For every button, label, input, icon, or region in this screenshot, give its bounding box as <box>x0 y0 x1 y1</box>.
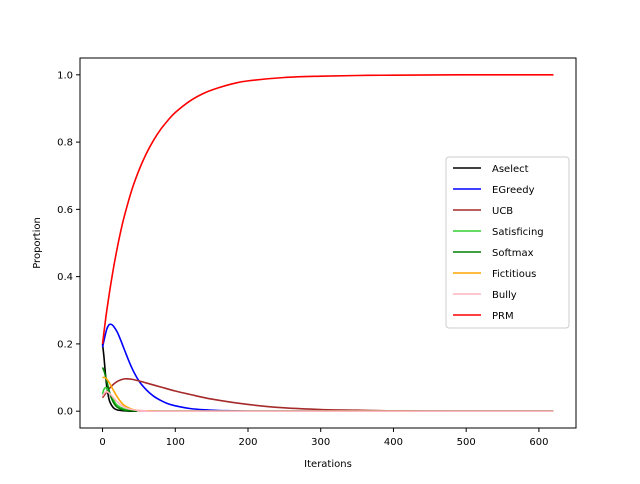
legend-label-softmax: Softmax <box>492 248 534 259</box>
x-tick-label: 600 <box>529 437 548 448</box>
legend-label-bully: Bully <box>492 290 517 301</box>
legend-label-prm: PRM <box>492 311 514 322</box>
series-line-bully <box>101 390 554 413</box>
y-tick-label: 0.6 <box>57 205 73 216</box>
x-axis-label: Iterations <box>304 459 352 470</box>
legend-box <box>445 156 570 329</box>
plot-frame <box>79 57 577 429</box>
y-axis: 0.0 0.2 0.4 0.6 0.8 1.0 <box>57 70 80 418</box>
legend-label-egreedy: EGreedy <box>492 185 535 196</box>
series-line-ucb <box>101 377 554 413</box>
legend-label-fictitious: Fictitious <box>492 269 536 280</box>
x-tick-label: 300 <box>311 437 330 448</box>
y-tick-label: 0.8 <box>57 138 73 149</box>
y-axis-label: Proportion <box>32 217 43 269</box>
y-tick-label: 0.2 <box>57 339 73 350</box>
legend-label-ucb: UCB <box>492 206 513 217</box>
x-tick-label: 100 <box>166 437 185 448</box>
x-tick-label: 200 <box>238 437 257 448</box>
x-tick-label: 500 <box>457 437 476 448</box>
y-tick-label: 1.0 <box>57 70 73 81</box>
x-tick-label: 400 <box>384 437 403 448</box>
series-line-prm <box>101 73 554 345</box>
legend: Aselect EGreedy UCB Satisficing Softmax Ficti… <box>445 156 570 329</box>
y-tick-label: 0.4 <box>57 272 73 283</box>
legend-label-aselect: Aselect <box>492 164 529 175</box>
y-tick-label: 0.0 <box>57 407 73 418</box>
x-axis: 0 100 200 300 400 500 600 <box>99 428 548 448</box>
legend-label-satisficing: Satisficing <box>492 227 544 238</box>
x-tick-label: 0 <box>99 437 105 448</box>
plot-lines <box>101 73 554 413</box>
